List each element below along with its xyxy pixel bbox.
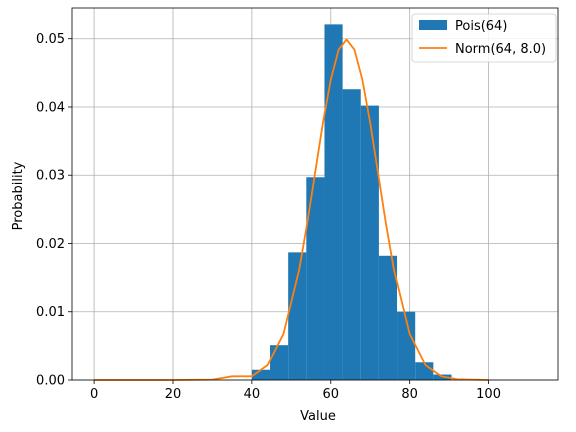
x-tick-label: 60 bbox=[323, 387, 340, 402]
x-tick-label: 100 bbox=[476, 387, 501, 402]
y-tick-label: 0.04 bbox=[36, 100, 65, 115]
histogram-bar bbox=[270, 345, 289, 380]
histogram-bar bbox=[324, 24, 343, 380]
plot-frame bbox=[71, 7, 559, 381]
normal-curve-line bbox=[94, 38, 489, 381]
axis-ticks: 0 20 40 60 80 100 0.00 0.01 0.02 0.03 0.04 0.05 bbox=[36, 32, 501, 402]
x-tick-label: 40 bbox=[244, 387, 261, 402]
histogram-bar bbox=[306, 177, 325, 380]
histogram-bar bbox=[397, 311, 416, 380]
histogram-bar bbox=[415, 362, 434, 380]
y-tick-label: 0.00 bbox=[36, 374, 65, 389]
histogram-bar bbox=[288, 252, 307, 380]
histogram-bar bbox=[360, 105, 379, 381]
x-tick-label: 80 bbox=[401, 387, 418, 402]
legend: Pois(64) Norm(64, 8.0) bbox=[411, 13, 557, 63]
x-axis-title: Value bbox=[300, 409, 336, 424]
histogram-bar bbox=[251, 369, 271, 380]
y-tick-label: 0.01 bbox=[36, 305, 65, 320]
histogram-bars bbox=[251, 24, 452, 381]
x-tick-label: 0 bbox=[90, 387, 98, 402]
legend-label-norm: Norm(64, 8.0) bbox=[455, 42, 546, 57]
normal-curve bbox=[94, 38, 489, 381]
y-tick-label: 0.02 bbox=[36, 237, 65, 252]
y-tick-label: 0.05 bbox=[36, 32, 65, 47]
y-axis-title: Probability bbox=[11, 161, 26, 230]
x-tick-label: 20 bbox=[165, 387, 182, 402]
histogram-bar bbox=[342, 89, 361, 381]
y-tick-label: 0.03 bbox=[36, 169, 65, 184]
legend-label-pois: Pois(64) bbox=[455, 19, 507, 34]
legend-box bbox=[411, 13, 557, 63]
legend-swatch-pois bbox=[419, 20, 447, 30]
histogram-bar bbox=[378, 255, 398, 380]
